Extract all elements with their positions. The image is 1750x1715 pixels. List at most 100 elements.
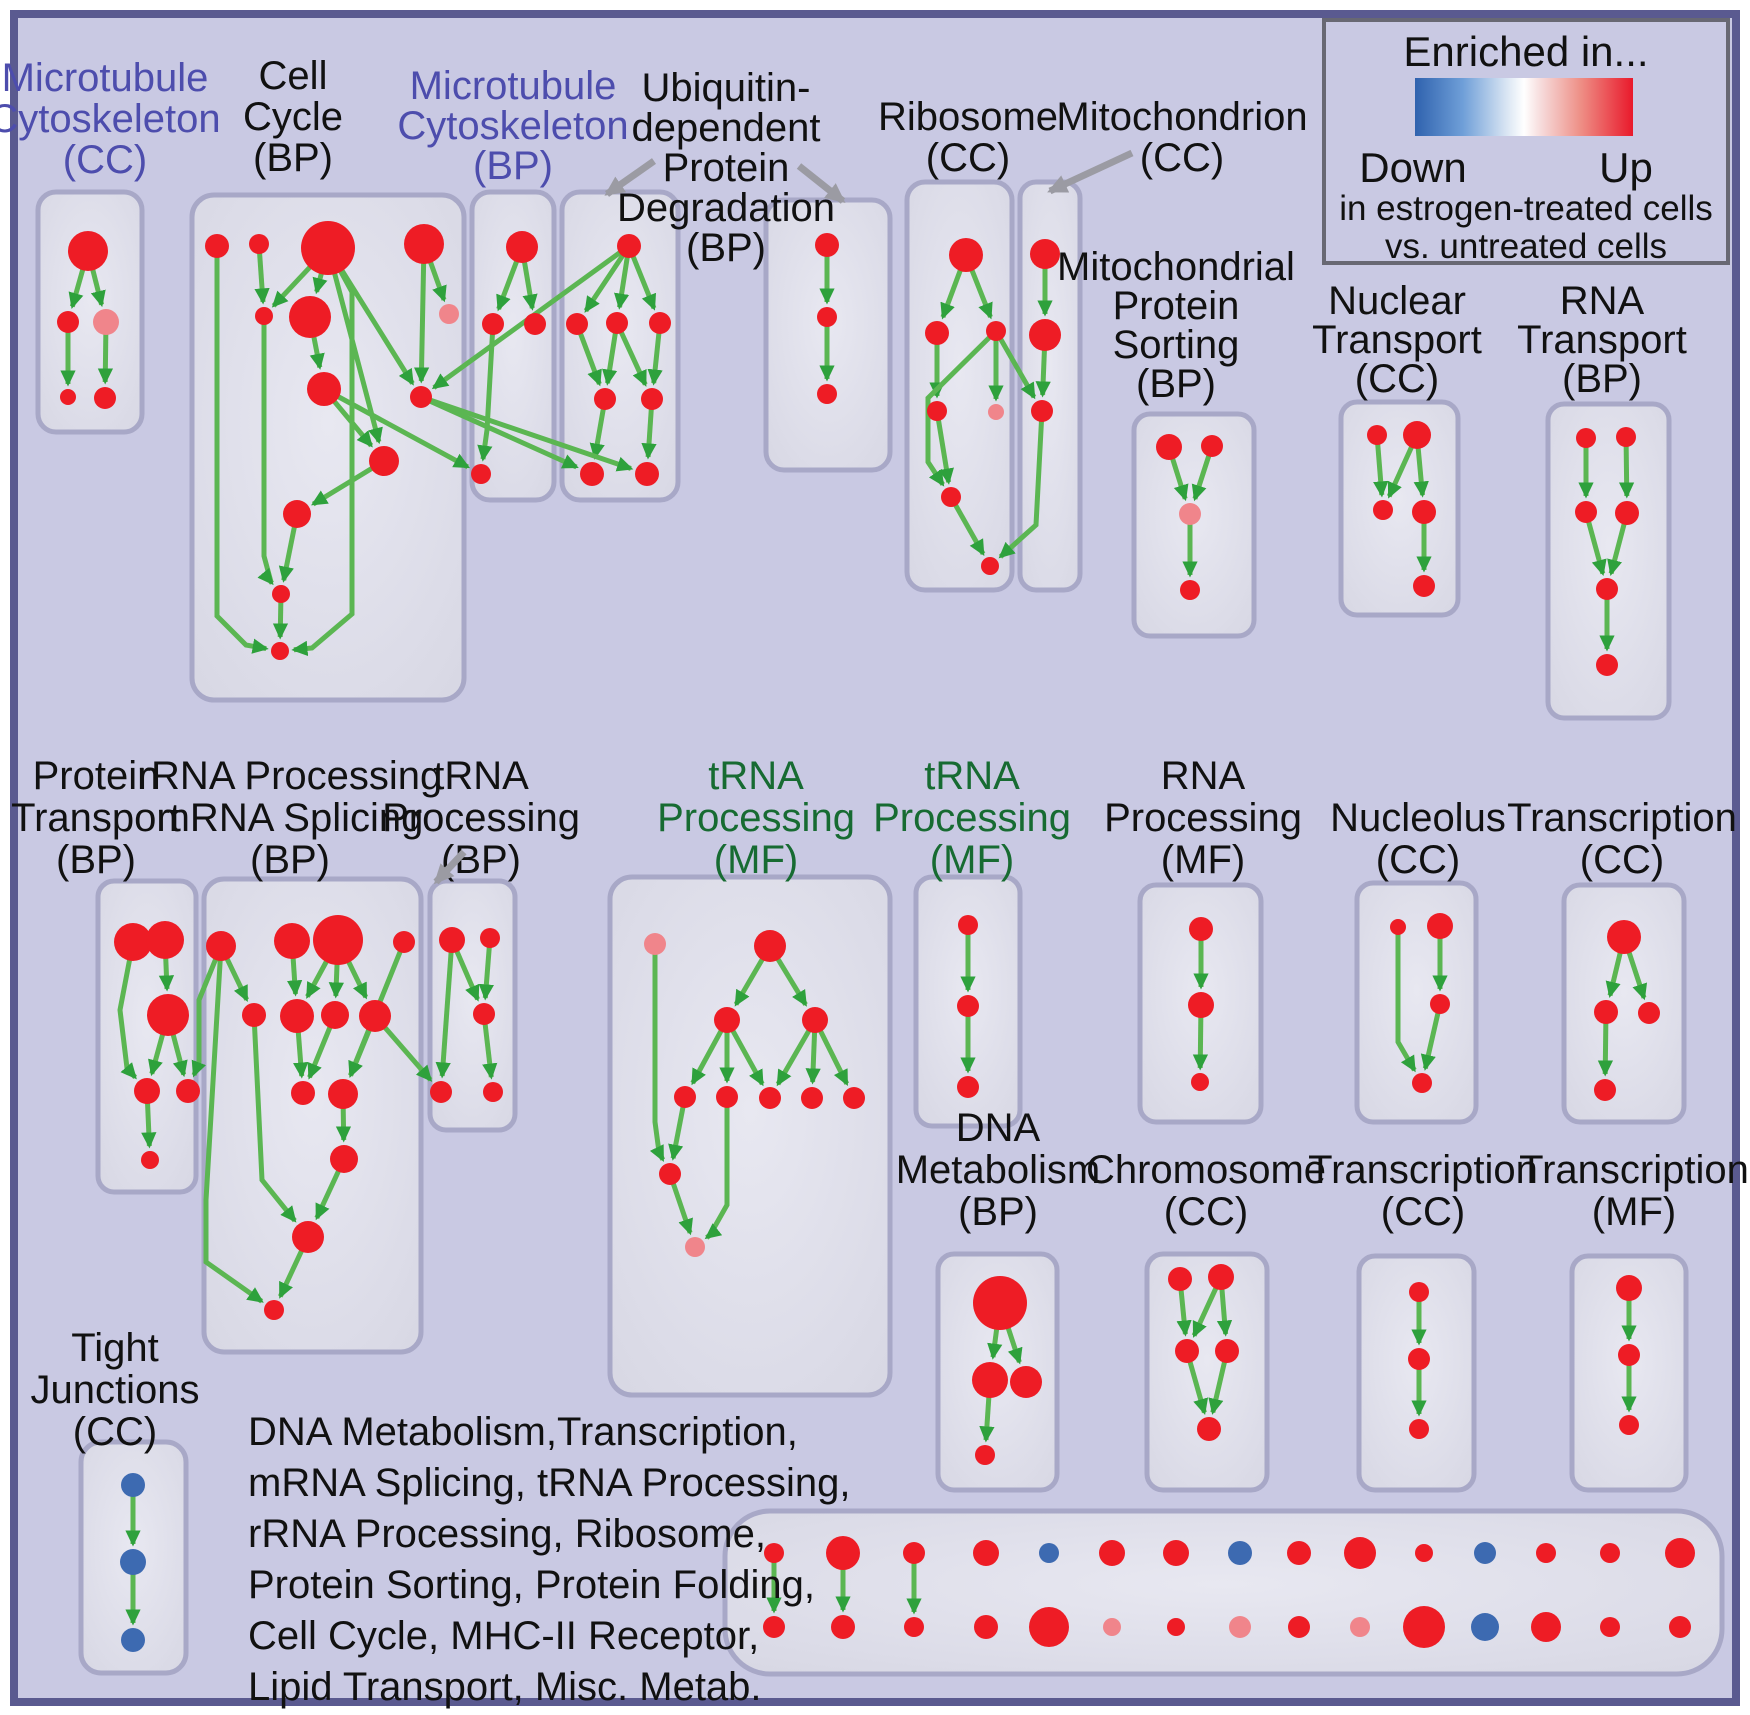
go-term-node-ribo-bot bbox=[981, 557, 999, 575]
cluster-label-tbp-line-0: tRNA bbox=[433, 754, 529, 798]
cluster-label-ribo-line-1: (CC) bbox=[926, 136, 1010, 180]
go-term-node-misc-b14 bbox=[1600, 1617, 1620, 1637]
go-term-node-cc-J bbox=[369, 446, 399, 476]
go-term-node-mps-bot bbox=[1180, 580, 1200, 600]
go-term-node-chrom-tl bbox=[1168, 1267, 1192, 1291]
go-term-node-nucl-big bbox=[1427, 913, 1453, 939]
edge-tbp-T2-T3 bbox=[478, 942, 494, 1001]
go-term-node-mtcc-ml bbox=[57, 311, 79, 333]
go-term-node-tbp-T3 bbox=[473, 1003, 495, 1025]
go-term-node-misc-b10 bbox=[1350, 1617, 1370, 1637]
go-term-node-tbp-T1 bbox=[439, 927, 465, 953]
legend-up-label: Up bbox=[1599, 144, 1653, 191]
go-term-node-rrna-P bbox=[291, 1081, 315, 1105]
edge-tbp-T3-T5 bbox=[482, 1019, 498, 1080]
edge-nt-big-ll bbox=[1386, 440, 1417, 499]
cluster-label-trcc2-line-1: (CC) bbox=[1580, 838, 1664, 882]
go-term-node-rnap-n1 bbox=[1189, 917, 1213, 941]
edge-chrom-tr-mr bbox=[1216, 1283, 1233, 1337]
edge-rt-ml-c bbox=[1584, 516, 1607, 577]
go-term-node-dnam-huge bbox=[973, 1276, 1027, 1330]
go-term-node-tmfa-a bbox=[674, 1086, 696, 1108]
cluster-label-tj-line-2: (CC) bbox=[73, 1410, 157, 1454]
edge-ubiqa-m2-l1 bbox=[602, 328, 619, 386]
cluster-box-trcc2 bbox=[1561, 882, 1687, 1125]
cluster-label-nt-line-2: (CC) bbox=[1355, 357, 1439, 401]
edge-tbp-T1-T3 bbox=[452, 945, 480, 1002]
go-term-node-rnap-n2 bbox=[1188, 992, 1214, 1018]
go-term-node-misc-b7 bbox=[1167, 1618, 1185, 1636]
edge-nt-big-lr bbox=[1413, 441, 1429, 498]
go-term-node-nt-bot bbox=[1413, 575, 1435, 597]
go-term-node-rrna-R bbox=[330, 1145, 358, 1173]
legend-subtitle-2: vs. untreated cells bbox=[1384, 227, 1668, 266]
go-term-node-chrom-tr bbox=[1208, 1264, 1234, 1290]
edge-mtbp-t-mr bbox=[520, 254, 538, 311]
go-term-node-mps-tl bbox=[1156, 434, 1182, 460]
go-term-node-cc-I bbox=[410, 386, 432, 408]
go-term-node-misc-b8 bbox=[1229, 1616, 1251, 1638]
edge-ribo-t-ml bbox=[940, 262, 966, 320]
legend-down-label: Down bbox=[1359, 144, 1467, 191]
go-term-node-tmfa-top bbox=[754, 930, 786, 962]
edge-ubiqa-t-m3 bbox=[628, 250, 657, 311]
cluster-label-pt-line-0: Protein bbox=[33, 754, 160, 798]
cluster-label-trcc2-line-0: Transcription bbox=[1507, 796, 1737, 840]
cluster-box-mtcc bbox=[35, 189, 145, 435]
go-term-node-trcc2-r bbox=[1638, 1002, 1660, 1024]
go-term-node-cc-D bbox=[404, 224, 444, 264]
edge-tmfa-b-bp bbox=[704, 1102, 730, 1240]
edge-rrna-S-T bbox=[278, 1243, 307, 1299]
go-term-node-nucl-bot bbox=[1412, 1073, 1432, 1093]
cluster-label-rnap-line-1: Processing bbox=[1104, 796, 1302, 840]
cluster-label-tmfa-line-2: (MF) bbox=[714, 838, 798, 882]
go-term-node-rrna-T bbox=[264, 1300, 284, 1320]
cluster-label-ubiqa-line-3: Degradation bbox=[617, 186, 835, 230]
go-term-node-misc-t10 bbox=[1344, 1537, 1376, 1569]
note-line-2: rRNA Processing, Ribosome, bbox=[248, 1512, 766, 1556]
go-term-node-cc-B bbox=[249, 234, 269, 254]
go-term-node-rt-tr bbox=[1616, 427, 1636, 447]
cluster-boxes-layer bbox=[35, 179, 1725, 1677]
edge-mtbp-ml-bot bbox=[477, 329, 496, 462]
go-term-node-trcc3-n1 bbox=[1409, 1282, 1429, 1302]
go-term-node-ubiqa-b2 bbox=[635, 462, 659, 486]
go-term-node-rrna-E bbox=[242, 1003, 266, 1027]
go-term-node-ubiqb-n3 bbox=[817, 384, 837, 404]
edge-cc-E-L bbox=[257, 320, 274, 586]
cluster-label-nucl-line-1: (CC) bbox=[1376, 838, 1460, 882]
cluster-box-ribo bbox=[904, 179, 1015, 593]
go-term-node-chrom-bot bbox=[1197, 1417, 1221, 1441]
go-term-node-misc-t13 bbox=[1536, 1543, 1556, 1563]
cluster-label-chrom-line-1: (CC) bbox=[1164, 1190, 1248, 1234]
go-term-node-misc-b4 bbox=[974, 1615, 998, 1639]
go-term-node-misc-b3 bbox=[904, 1617, 924, 1637]
go-term-node-mtbp-ml bbox=[482, 313, 504, 335]
go-term-node-nucl-mid bbox=[1430, 994, 1450, 1014]
go-term-node-tmfa-bp bbox=[685, 1237, 705, 1257]
cross-edge-rrna-H-tbp-T4 bbox=[378, 1020, 433, 1082]
label-pointer-arrow-0 bbox=[604, 158, 657, 197]
edge-rrna-A-E bbox=[221, 951, 249, 1002]
go-term-node-ubiqa-m2 bbox=[606, 312, 628, 334]
edge-rnap-n2-n3 bbox=[1192, 1011, 1209, 1071]
edge-cc-H-J bbox=[327, 393, 374, 448]
edge-rrna-F-P bbox=[293, 1024, 309, 1079]
go-term-node-misc-t12 bbox=[1474, 1542, 1496, 1564]
cluster-label-mps-line-1: Protein bbox=[1113, 284, 1240, 328]
go-term-node-misc-b13 bbox=[1531, 1612, 1561, 1642]
note-line-4: Cell Cycle, MHC-II Receptor, bbox=[248, 1614, 759, 1658]
go-term-node-tmfa-e bbox=[843, 1087, 865, 1109]
cluster-label-rt-line-2: (BP) bbox=[1562, 357, 1642, 401]
cluster-box-chrom bbox=[1144, 1251, 1270, 1493]
cluster-label-trmf-line-1: (MF) bbox=[1592, 1190, 1676, 1234]
cluster-label-mtbp-line-0: Microtubule bbox=[410, 64, 617, 108]
edge-trcc2-big-r bbox=[1624, 944, 1648, 1001]
note-line-1: mRNA Splicing, tRNA Processing, bbox=[248, 1461, 850, 1505]
go-term-node-misc-b12 bbox=[1471, 1613, 1499, 1641]
edge-cc-J-K bbox=[311, 462, 379, 507]
edge-chrom-tl-ml bbox=[1176, 1284, 1192, 1337]
go-term-node-ubiqb-n2 bbox=[817, 307, 837, 327]
go-term-node-cc-C bbox=[301, 221, 355, 275]
edge-mps-tr-mid bbox=[1191, 450, 1213, 502]
